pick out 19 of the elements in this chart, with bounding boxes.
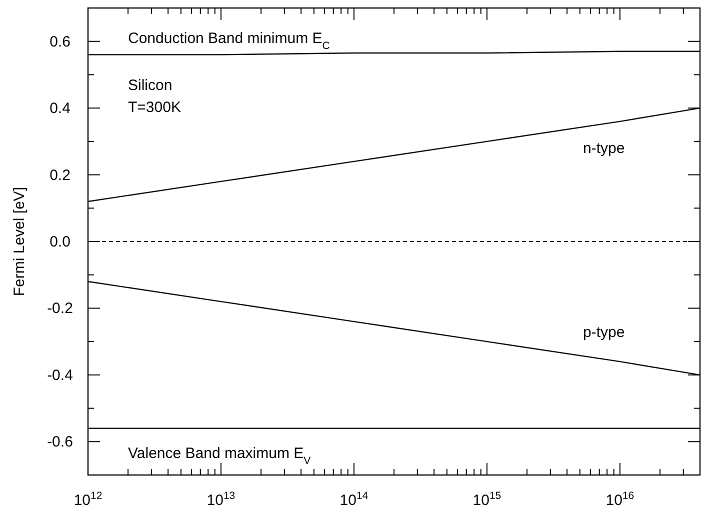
annotation: T=300K [128,99,181,116]
annotation: Conduction Band minimum E$_{C}$ [128,30,330,52]
y-tick-label: 0.2 [50,166,70,184]
y-tick-label: 0.4 [50,100,70,118]
x-tick-label: 10$^{16}$ [606,490,634,509]
x-tick-label: 10$^{12}$ [74,490,102,509]
x-tick-label: 10$^{14}$ [340,490,368,509]
y-tick-label: -0.2 [47,300,73,318]
y-tick-label: -0.4 [47,366,73,384]
y-tick-label: -0.6 [47,434,73,451]
annotation: p-type [583,324,625,341]
y-tick-label: 0.6 [50,33,70,50]
y-axis-title: Fermi Level [eV] [11,186,28,296]
annotation: Valence Band maximum E$_{V}$ [128,445,311,467]
annotation: n-type [583,140,625,157]
x-tick-label: 10$^{15}$ [472,490,502,509]
annotation: Silicon [128,77,172,94]
y-tick-label: 0.0 [50,234,70,250]
x-tick-label: 10$^{13}$ [206,490,236,509]
